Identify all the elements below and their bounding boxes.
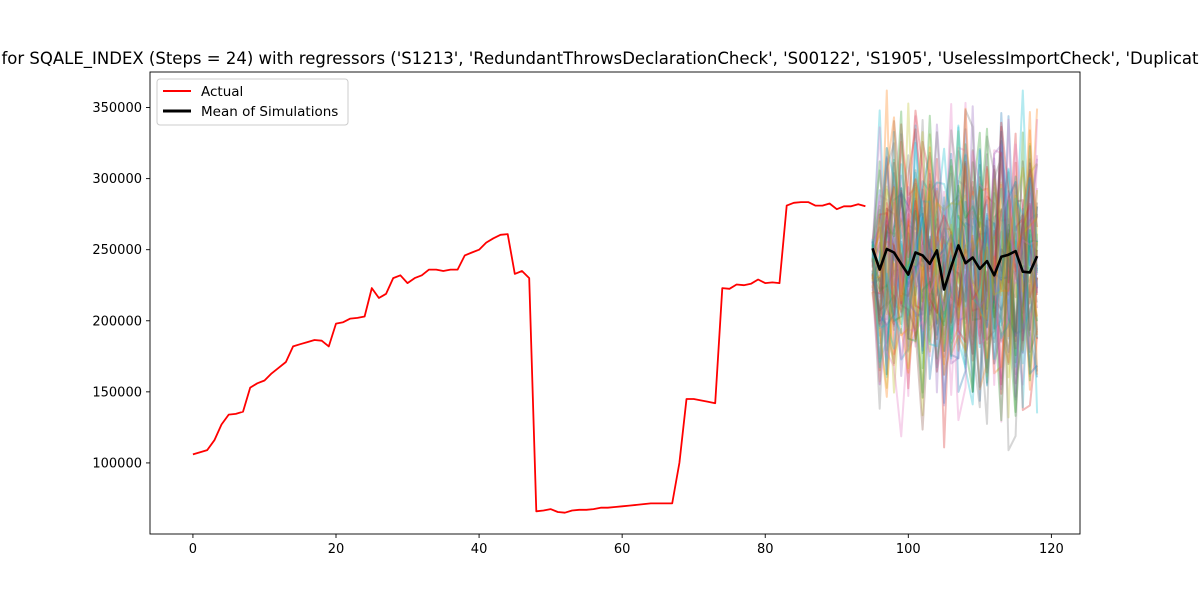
simulation-line (871, 183, 1039, 431)
simulation-line (871, 128, 1039, 360)
simulation-line (871, 105, 1039, 368)
simulation-line (871, 160, 1039, 375)
y-tick-label: 300000 (92, 172, 142, 187)
simulation-line (871, 151, 1039, 404)
simulation-line (871, 89, 1039, 391)
simulation-line (871, 159, 1039, 360)
simulation-line (871, 148, 1038, 375)
x-tick-label: 80 (757, 542, 774, 557)
simulation-line (871, 141, 1039, 391)
x-tick-label: 100 (896, 542, 921, 557)
legend: Actual Mean of Simulations (156, 78, 349, 126)
simulation-line (871, 102, 1038, 417)
x-tick-label: 0 (189, 542, 197, 557)
simulation-line (871, 123, 1039, 398)
y-tick-label: 250000 (92, 243, 142, 258)
series-lines (192, 201, 1039, 514)
legend-box (156, 78, 349, 126)
x-tick-label: 40 (471, 542, 488, 557)
simulation-line (871, 167, 1039, 409)
simulation-line (871, 152, 1039, 345)
simulation-line (871, 174, 1039, 376)
simulation-line (871, 108, 1039, 367)
simulation-line (871, 167, 1039, 319)
simulation-line (871, 126, 1039, 438)
simulation-line (871, 115, 1039, 402)
simulation-line (871, 124, 1039, 414)
x-tick-label: 20 (328, 542, 345, 557)
simulation-line (871, 101, 1039, 423)
mean-of-simulations-line (871, 244, 1039, 291)
simulation-line (871, 130, 1039, 400)
legend-label-actual: Actual (201, 84, 243, 100)
simulation-line (871, 128, 1039, 372)
y-axis: 100000 150000 200000 250000 300000 350000 (92, 101, 150, 471)
chart-title: for SQALE_INDEX (Steps = 24) with regres… (1, 49, 1199, 69)
x-axis: 0 20 40 60 80 100 120 (189, 534, 1064, 557)
simulation-line (871, 112, 1039, 380)
simulation-line (871, 149, 1039, 365)
simulation-line (871, 119, 1039, 372)
simulation-line (871, 150, 1038, 422)
simulation-line (871, 109, 1039, 325)
simulation-line (871, 89, 1038, 406)
simulation-line (871, 126, 1039, 339)
y-tick-label: 350000 (92, 101, 142, 116)
simulation-line (871, 161, 1039, 384)
simulation-line (871, 177, 1039, 407)
simulation-line (871, 118, 1039, 386)
simulation-line (871, 154, 1039, 365)
y-tick-label: 200000 (92, 314, 142, 329)
actual-line (192, 201, 866, 514)
simulation-line (871, 123, 1039, 386)
plot-frame (149, 71, 1081, 535)
simulation-line (871, 135, 1039, 410)
simulation-line (871, 149, 1039, 373)
simulation-line (871, 107, 1038, 366)
simulation-lines (871, 89, 1039, 452)
simulation-line (871, 103, 1039, 397)
simulation-line (871, 131, 1039, 452)
legend-label-mean-of-simulations: Mean of Simulations (201, 104, 338, 120)
x-tick-label: 120 (1039, 542, 1064, 557)
simulation-line (871, 114, 1039, 393)
simulation-line (871, 129, 1039, 366)
simulation-line (872, 111, 1039, 376)
x-tick-label: 60 (614, 542, 631, 557)
simulation-line (871, 109, 1038, 337)
y-tick-label: 100000 (92, 456, 142, 471)
y-tick-label: 150000 (92, 385, 142, 400)
simulation-line (871, 130, 1039, 393)
simulation-line (871, 153, 1039, 376)
simulation-line (871, 161, 1039, 365)
simulation-line (871, 178, 1039, 419)
simulation-line (871, 163, 1039, 369)
simulation-line (871, 131, 1039, 376)
simulation-line (871, 131, 1039, 394)
simulation-line (871, 162, 1038, 417)
simulation-line (871, 110, 1038, 422)
